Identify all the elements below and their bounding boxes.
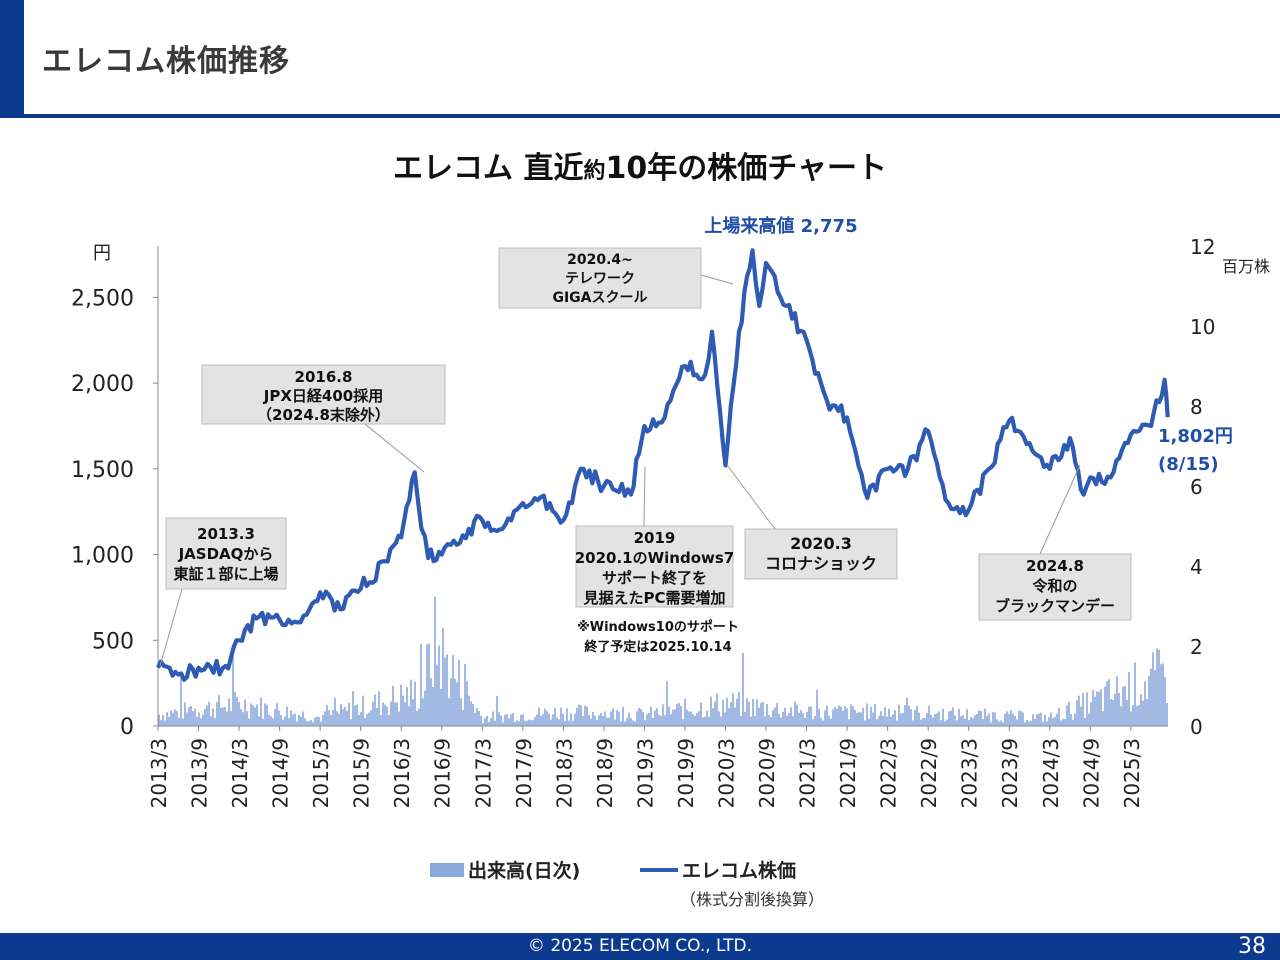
x-tick-label: 2020/3 xyxy=(714,738,738,808)
annot-2024-text: ブラックマンデー xyxy=(995,597,1115,615)
annot-2016-text: 2016.8 xyxy=(295,368,353,386)
annot-2013-text: 東証１部に上場 xyxy=(173,565,278,583)
y-left-tick-label: 0 xyxy=(120,715,134,740)
y-right-tick-label: 12 xyxy=(1190,235,1215,259)
x-tick-label: 2019/9 xyxy=(674,738,698,808)
y-right-unit: 百万株 xyxy=(1222,257,1270,276)
page-title: エレコム株価推移 xyxy=(42,44,290,79)
y-right-tick-label: 2 xyxy=(1190,635,1203,659)
annot-2013-text: 2013.3 xyxy=(197,525,255,543)
chart-title-prefix: エレコム 直近 xyxy=(393,151,584,186)
annot-2013-leader xyxy=(159,588,183,667)
annot-2019-text: 2020.1のWindows7 xyxy=(575,549,735,567)
annot-2024-box xyxy=(978,553,1132,621)
last-price-label: 1,802円 xyxy=(1158,426,1233,447)
y-right-tick-label: 4 xyxy=(1190,555,1203,579)
x-tick-label: 2023/3 xyxy=(958,738,982,808)
annot-2024-text: 令和の xyxy=(1032,577,1077,595)
x-tick-label: 2024/3 xyxy=(1039,738,1063,808)
annot-2019-text: 2019 xyxy=(634,529,676,547)
y-right-tick-label: 6 xyxy=(1190,475,1203,499)
x-tick-label: 2018/9 xyxy=(593,738,617,808)
legend-price-note: （株式分割後換算） xyxy=(680,890,825,909)
x-tick-label: 2017/9 xyxy=(512,738,536,808)
annot-2020-3-leader xyxy=(726,464,776,530)
y-right-tick-label: 10 xyxy=(1190,315,1215,339)
legend-volume: 出来高(日次) xyxy=(430,856,580,883)
annot-2016-text: （2024.8末除外） xyxy=(257,406,390,424)
annot-win10-note-text: 終了予定は2025.10.14 xyxy=(584,639,731,655)
annot-2020-3-box xyxy=(744,528,898,580)
slide-footer: © 2025 ELECOM CO., LTD. 38 xyxy=(0,933,1280,960)
x-tick-label: 2020/9 xyxy=(755,738,779,808)
copyright: © 2025 ELECOM CO., LTD. xyxy=(527,936,753,956)
y-left-tick-label: 2,000 xyxy=(71,372,134,397)
x-tick-label: 2021/9 xyxy=(836,738,860,808)
annot-2024-text: 2024.8 xyxy=(1026,557,1084,575)
x-tick-label: 2019/3 xyxy=(633,738,657,808)
annot-2020-3-text: コロナショック xyxy=(765,554,877,573)
annot-2016-leader xyxy=(364,423,425,473)
annot-2020-3-text: 2020.3 xyxy=(790,534,852,553)
x-tick-label: 2025/3 xyxy=(1120,738,1144,808)
chart-axes: 0 500 1,000 1,500 2,000 2,500 円 0 2 4 6 8 10 12 百万株 201… xyxy=(71,235,1270,808)
x-tick-label: 2022/3 xyxy=(877,738,901,808)
slide-header: エレコム株価推移 xyxy=(0,0,1280,118)
page-number: 38 xyxy=(1238,934,1266,959)
header-divider xyxy=(0,114,1280,118)
x-tick-label: 2016/9 xyxy=(431,738,455,808)
annot-2013-box xyxy=(165,517,287,590)
header-accent-bar xyxy=(0,0,24,116)
annot-2020-4-text: テレワーク xyxy=(565,271,635,287)
annot-2019-leader xyxy=(643,466,646,527)
annot-2013-text: JASDAQから xyxy=(178,545,274,563)
x-tick-label: 2014/3 xyxy=(228,738,252,808)
y-left-tick-label: 1,000 xyxy=(71,544,134,569)
stock-chart: 05001,0001,5002,0002,500円024681012百万株201… xyxy=(71,215,1270,808)
annot-2019-text: 見据えたPC需要増加 xyxy=(582,589,725,607)
x-tick-label: 2024/9 xyxy=(1079,738,1103,808)
annot-win10-note-text: ※Windows10のサポート xyxy=(577,619,739,635)
x-tick-label: 2022/9 xyxy=(917,738,941,808)
annot-2020-4-text: GIGAスクール xyxy=(552,290,647,306)
annot-2020-4-leader xyxy=(700,274,734,285)
y-left-tick-label: 2,500 xyxy=(71,286,134,311)
x-tick-label: 2015/9 xyxy=(350,738,374,808)
annot-2024-leader xyxy=(1039,464,1081,555)
x-tick-label: 2013/9 xyxy=(188,738,212,808)
annot-2016-box xyxy=(201,364,446,425)
legend-price-swatch xyxy=(640,867,678,872)
legend-volume-swatch xyxy=(430,862,464,877)
y-left-unit: 円 xyxy=(93,243,111,264)
legend-volume-label: 出来高(日次) xyxy=(468,860,581,882)
x-tick-label: 2014/9 xyxy=(269,738,293,808)
x-tick-label: 2017/3 xyxy=(471,738,495,808)
x-tick-label: 2015/3 xyxy=(309,738,333,808)
annot-2019-text: サポート終了を xyxy=(602,569,707,587)
x-tick-label: 2021/3 xyxy=(796,738,820,808)
chart-title-small: 約 xyxy=(583,159,606,184)
annot-2019-box xyxy=(575,525,734,608)
legend-price-label: エレコム株価 xyxy=(682,860,797,882)
price-series xyxy=(156,248,1170,682)
x-tick-label: 2018/3 xyxy=(552,738,576,808)
ath-label: 上場来高値 2,775 xyxy=(704,215,857,237)
chart-title: エレコム 直近約10年の株価チャート xyxy=(0,143,1280,187)
y-right-tick-label: 8 xyxy=(1190,395,1203,419)
annot-2020-4-box xyxy=(498,247,702,309)
last-date-label: (8/15) xyxy=(1158,454,1219,475)
chart-title-suffix: 10年の株価チャート xyxy=(605,151,887,186)
annot-2016-text: JPX日経400採用 xyxy=(263,387,383,405)
legend-price: エレコム株価 xyxy=(640,856,796,883)
x-tick-label: 2013/3 xyxy=(147,738,171,808)
annot-2020-4-text: 2020.4~ xyxy=(567,252,633,268)
x-tick-label: 2023/9 xyxy=(998,738,1022,808)
y-right-tick-label: 0 xyxy=(1190,715,1203,739)
x-tick-label: 2016/3 xyxy=(390,738,414,808)
y-left-tick-label: 500 xyxy=(92,629,134,654)
volume-bars xyxy=(158,596,1168,726)
y-left-tick-label: 1,500 xyxy=(71,458,134,483)
